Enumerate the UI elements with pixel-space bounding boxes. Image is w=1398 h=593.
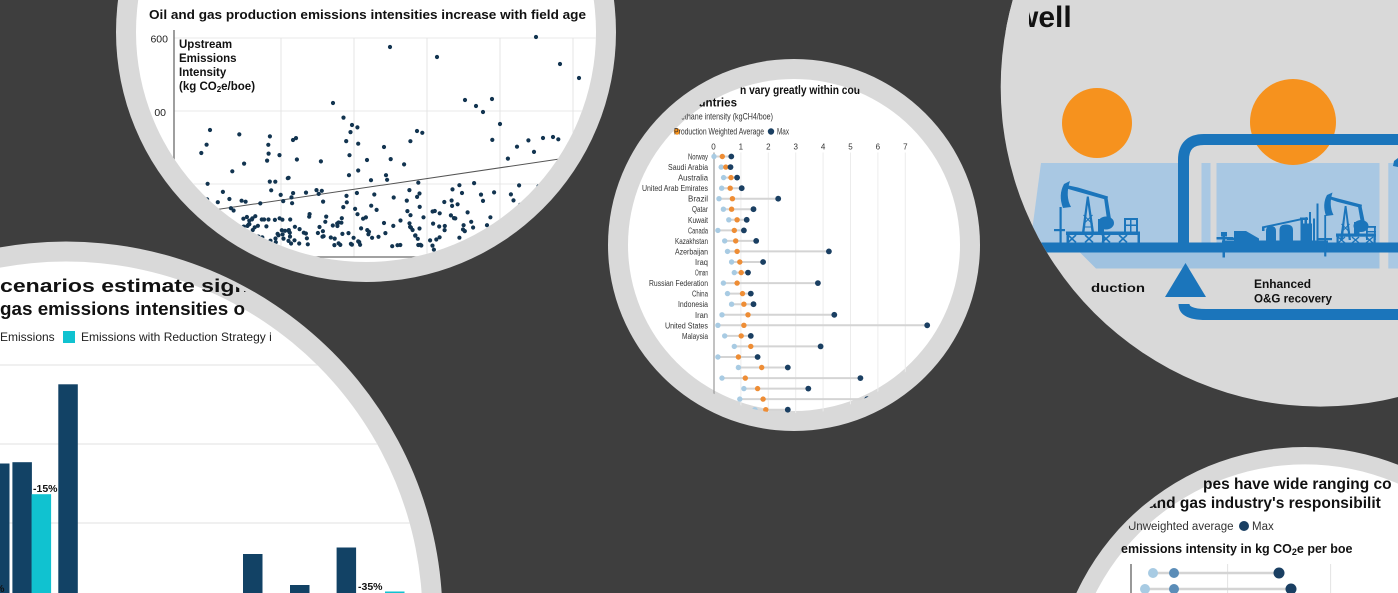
svg-text:6: 6: [876, 143, 881, 152]
svg-text:pes have wide ranging co: pes have wide ranging co: [1203, 476, 1392, 493]
svg-text:4: 4: [821, 143, 826, 152]
svg-text:Emissions: Emissions: [179, 53, 237, 65]
svg-text:-15%: -15%: [33, 483, 58, 495]
svg-text:United Arab Emirates: United Arab Emirates: [642, 184, 708, 193]
svg-text:600: 600: [150, 34, 168, 46]
svg-text:-35%: -35%: [358, 581, 383, 593]
svg-text:gas emissions intensities o: gas emissions intensities o: [0, 298, 245, 319]
svg-text:Russian Federation: Russian Federation: [649, 279, 708, 288]
svg-text:Intensity: Intensity: [179, 67, 227, 79]
svg-text:0: 0: [711, 143, 716, 152]
svg-text:n vary greatly within cou: n vary greatly within cou: [740, 83, 860, 97]
svg-text:Emissions with Reduction Strat: Emissions with Reduction Strategy i: [81, 330, 272, 344]
svg-text:3: 3: [793, 143, 798, 152]
svg-text:-45%: -45%: [0, 583, 5, 593]
svg-text:duction: duction: [1091, 281, 1145, 295]
svg-text:Indonesia: Indonesia: [678, 300, 708, 309]
svg-text:2: 2: [766, 143, 771, 152]
svg-text:China: China: [692, 290, 708, 299]
svg-text:00: 00: [154, 107, 166, 119]
svg-text:cenarios estimate signi: cenarios estimate signi: [0, 275, 255, 296]
svg-text:Canada: Canada: [688, 226, 708, 235]
svg-text:(kg CO2e/boe): (kg CO2e/boe): [179, 81, 255, 94]
svg-text:Qatar: Qatar: [692, 205, 708, 214]
svg-text:emissions intensity in kg CO2e: emissions intensity in kg CO2e per boe: [1121, 542, 1353, 557]
svg-text:5: 5: [848, 143, 853, 152]
svg-text:Enhanced: Enhanced: [1254, 277, 1311, 291]
svg-text:Methane intensity (kgCH4/boe): Methane intensity (kgCH4/boe): [675, 112, 773, 123]
svg-text:Azerbaijan: Azerbaijan: [675, 247, 708, 256]
svg-text:Brazil: Brazil: [688, 195, 708, 204]
svg-text:Iran: Iran: [695, 311, 708, 320]
svg-text:Emissions: Emissions: [0, 330, 55, 344]
svg-text:Iraq: Iraq: [695, 258, 708, 267]
svg-text:Malaysia: Malaysia: [682, 332, 708, 341]
svg-text:Oman: Oman: [695, 269, 708, 278]
svg-text:Norway: Norway: [688, 153, 708, 162]
svg-text:Unweighted average: Unweighted average: [1128, 521, 1234, 533]
svg-text:Kuwait: Kuwait: [688, 216, 709, 225]
svg-text:and gas industry's responsibil: and gas industry's responsibilit: [1148, 495, 1381, 512]
svg-text:Australia: Australia: [678, 174, 709, 183]
svg-text:Oil and gas production emissio: Oil and gas production emissions intensi…: [149, 7, 586, 22]
svg-text:O&G recovery: O&G recovery: [1254, 292, 1332, 306]
svg-text:Max: Max: [1252, 521, 1274, 533]
svg-text:United States: United States: [665, 321, 708, 330]
svg-text:Upstream: Upstream: [179, 39, 232, 51]
svg-text:1: 1: [739, 143, 744, 152]
svg-text:Saudi Arabia: Saudi Arabia: [668, 163, 708, 172]
svg-text:7: 7: [903, 143, 908, 152]
svg-text:Max: Max: [777, 127, 789, 137]
svg-text:Kazakhstan: Kazakhstan: [675, 237, 708, 246]
svg-text:Production Weighted Average: Production Weighted Average: [674, 127, 764, 137]
